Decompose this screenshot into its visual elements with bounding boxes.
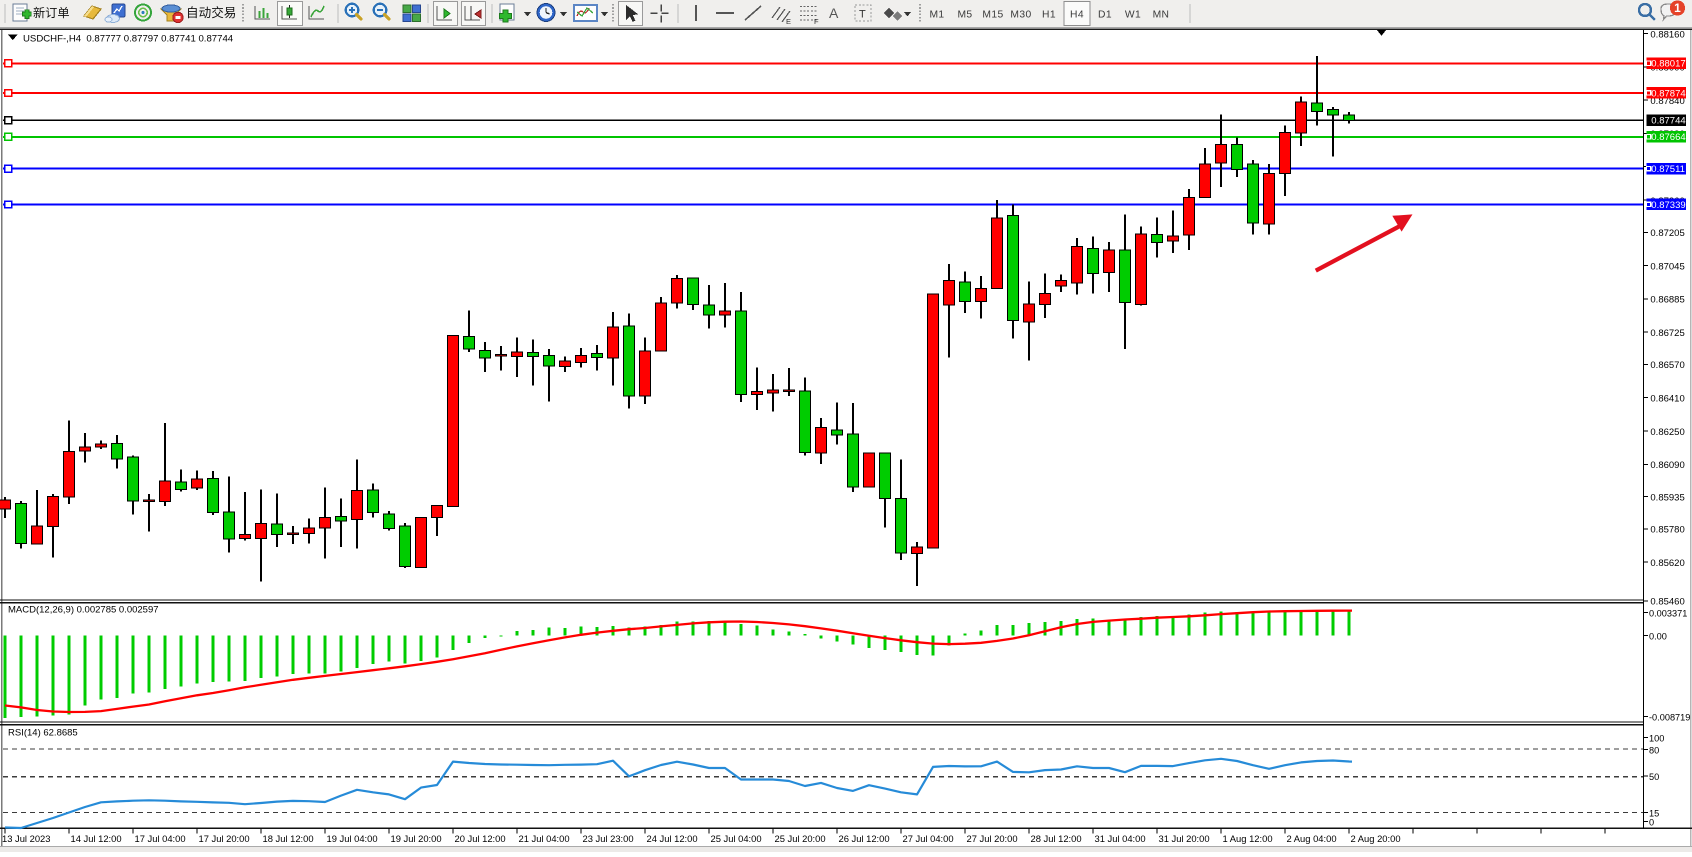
- svg-text:0.87874: 0.87874: [1651, 88, 1685, 99]
- svg-text:13 Jul 2023: 13 Jul 2023: [2, 833, 50, 844]
- svg-text:28 Jul 12:00: 28 Jul 12:00: [1031, 833, 1082, 844]
- svg-text:100: 100: [1649, 733, 1664, 743]
- svg-text:H4: H4: [1070, 10, 1084, 21]
- svg-text:0.88160: 0.88160: [1650, 29, 1684, 40]
- svg-text:H1: H1: [1042, 10, 1056, 21]
- svg-text:1 Aug 12:00: 1 Aug 12:00: [1223, 833, 1273, 844]
- svg-text:17 Jul 04:00: 17 Jul 04:00: [135, 833, 186, 844]
- svg-text:15: 15: [1649, 808, 1659, 818]
- svg-text:20 Jul 12:00: 20 Jul 12:00: [455, 833, 506, 844]
- svg-text:M15: M15: [982, 10, 1003, 21]
- svg-text:M5: M5: [957, 10, 972, 21]
- svg-text:0.85935: 0.85935: [1650, 492, 1684, 503]
- svg-text:0.87339: 0.87339: [1651, 200, 1685, 211]
- svg-text:0.85780: 0.85780: [1650, 525, 1684, 536]
- svg-text:0.86725: 0.86725: [1650, 328, 1684, 339]
- svg-text:80: 80: [1649, 745, 1659, 755]
- svg-text:0.87744: 0.87744: [1651, 116, 1685, 127]
- svg-text:0.87511: 0.87511: [1651, 164, 1685, 175]
- svg-text:26 Jul 12:00: 26 Jul 12:00: [839, 833, 890, 844]
- svg-text:T: T: [859, 9, 866, 21]
- svg-text:RSI(14) 62.8685: RSI(14) 62.8685: [8, 728, 78, 739]
- svg-text:0.86885: 0.86885: [1650, 295, 1684, 306]
- svg-text:0.86250: 0.86250: [1650, 427, 1684, 438]
- svg-text:0.87205: 0.87205: [1650, 228, 1684, 239]
- svg-text:MN: MN: [1153, 10, 1170, 21]
- svg-text:18 Jul 12:00: 18 Jul 12:00: [263, 833, 314, 844]
- svg-text:D1: D1: [1098, 10, 1112, 21]
- svg-text:0.003371: 0.003371: [1649, 608, 1687, 618]
- svg-text:MACD(12,26,9) 0.002785 0.00259: MACD(12,26,9) 0.002785 0.002597: [8, 605, 159, 616]
- svg-text:W1: W1: [1125, 10, 1141, 21]
- svg-text:2 Aug 04:00: 2 Aug 04:00: [1287, 833, 1337, 844]
- svg-text:23 Jul 23:00: 23 Jul 23:00: [583, 833, 634, 844]
- svg-text:19 Jul 20:00: 19 Jul 20:00: [391, 833, 442, 844]
- svg-text:0.87840: 0.87840: [1650, 96, 1684, 107]
- svg-text:USDCHF-,H4 0.87777 0.87797 0.: USDCHF-,H4 0.87777 0.87797 0.87741 0.877…: [23, 34, 234, 45]
- svg-text:M30: M30: [1010, 10, 1031, 21]
- svg-text:0.86570: 0.86570: [1650, 360, 1684, 371]
- svg-text:31 Jul 20:00: 31 Jul 20:00: [1159, 833, 1210, 844]
- svg-text:自动交易: 自动交易: [186, 5, 236, 20]
- svg-text:0.85620: 0.85620: [1650, 558, 1684, 569]
- svg-text:25 Jul 20:00: 25 Jul 20:00: [775, 833, 826, 844]
- svg-text:-0.008719: -0.008719: [1649, 712, 1690, 722]
- svg-text:0.85460: 0.85460: [1650, 597, 1684, 608]
- svg-text:0.86090: 0.86090: [1650, 460, 1684, 471]
- svg-text:0.87664: 0.87664: [1651, 132, 1685, 143]
- svg-text:50: 50: [1649, 772, 1659, 782]
- svg-text:0.86410: 0.86410: [1650, 394, 1684, 405]
- svg-text:0: 0: [1649, 817, 1654, 827]
- svg-text:1: 1: [1674, 1, 1681, 15]
- svg-text:21 Jul 04:00: 21 Jul 04:00: [519, 833, 570, 844]
- svg-text:E: E: [786, 17, 791, 26]
- svg-text:27 Jul 20:00: 27 Jul 20:00: [967, 833, 1018, 844]
- svg-text:19 Jul 04:00: 19 Jul 04:00: [327, 833, 378, 844]
- svg-text:F: F: [814, 17, 819, 26]
- svg-text:M1: M1: [929, 10, 944, 21]
- svg-text:14 Jul 12:00: 14 Jul 12:00: [71, 833, 122, 844]
- svg-text:0.87045: 0.87045: [1650, 261, 1684, 272]
- svg-text:24 Jul 12:00: 24 Jul 12:00: [647, 833, 698, 844]
- svg-text:A: A: [829, 5, 839, 21]
- svg-text:新订单: 新订单: [33, 5, 70, 20]
- svg-text:17 Jul 20:00: 17 Jul 20:00: [199, 833, 250, 844]
- svg-text:2 Aug 20:00: 2 Aug 20:00: [1351, 833, 1401, 844]
- svg-text:0.00: 0.00: [1649, 631, 1667, 641]
- svg-text:31 Jul 04:00: 31 Jul 04:00: [1095, 833, 1146, 844]
- svg-text:0.88017: 0.88017: [1651, 59, 1685, 70]
- svg-text:25 Jul 04:00: 25 Jul 04:00: [711, 833, 762, 844]
- svg-text:27 Jul 04:00: 27 Jul 04:00: [903, 833, 954, 844]
